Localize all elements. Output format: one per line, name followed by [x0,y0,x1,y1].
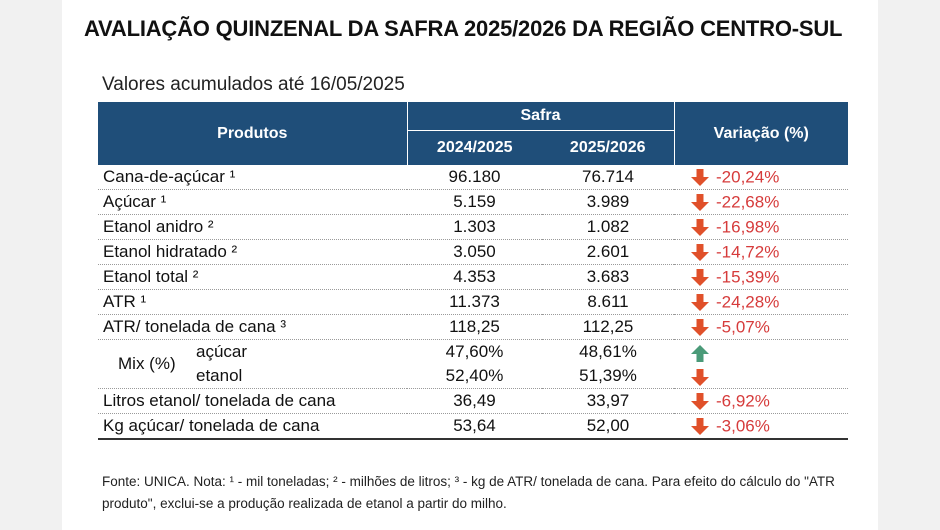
header-year-2: 2025/2026 [542,130,675,165]
table-row: Cana-de-açúcar ¹ 96.180 76.714 -20,24% [98,165,848,190]
variation-cell: -15,39% [674,264,848,290]
arrow-down-icon [690,392,710,411]
variation-cell: -3,06% [674,413,848,440]
variation-cell: -5,07% [674,314,848,340]
table-row: ATR ¹ 11.373 8.611 -24,28% [98,289,848,315]
arrow-down-icon [690,168,710,187]
value-2024-2025: 118,25 [407,314,542,340]
header-produtos: Produtos [98,102,407,165]
variation-value: -15,39% [716,267,780,287]
value-2025-2026: 52,00 [542,413,674,440]
table-row: Etanol hidratado ² 3.050 2.601 -14,72% [98,239,848,265]
value-2025-2026: 51,39% [542,364,674,389]
footnote: Fonte: UNICA. Nota: ¹ - mil toneladas; ²… [102,474,835,511]
variation-cell: -20,24% [674,165,848,190]
variation-value: -22,68% [716,192,780,212]
value-2024-2025: 3.050 [407,239,542,265]
table-row: Açúcar ¹ 5.159 3.989 -22,68% [98,189,848,215]
variation-cell [674,364,848,389]
variation-value: -20,24% [716,167,780,187]
value-2025-2026: 2.601 [542,239,674,265]
value-2025-2026: 33,97 [542,388,674,414]
table-row: Kg açúcar/ tonelada de cana 53,64 52,00 -3,… [98,413,848,440]
header-year-1: 2024/2025 [406,130,542,165]
product-label: Kg açúcar/ tonelada de cana [98,413,407,440]
product-label: Litros etanol/ tonelada de cana [98,388,407,414]
value-2024-2025: 4.353 [407,264,542,290]
arrow-down-icon [690,243,710,262]
value-2025-2026: 1.082 [542,214,674,240]
mix-item-label: etanol [196,366,243,385]
table-body: Cana-de-açúcar ¹ 96.180 76.714 -20,24% Açúca… [98,165,848,440]
value-2024-2025: 11.373 [407,289,542,315]
arrow-up-icon [690,344,710,362]
table-row: Litros etanol/ tonelada de cana 36,49 33,9… [98,388,848,414]
variation-cell: -16,98% [674,214,848,240]
variation-cell: -6,92% [674,388,848,414]
arrow-down-icon [690,318,710,337]
value-2025-2026: 112,25 [542,314,674,340]
value-2024-2025: 52,40% [407,364,542,389]
table-row: Etanol total ² 4.353 3.683 -15,39% [98,264,848,290]
table-row-mix: 52,40% 51,39% [98,364,848,389]
product-label: Açúcar ¹ [98,189,407,215]
product-label: Cana-de-açúcar ¹ [98,165,407,190]
table-row: ATR/ tonelada de cana ³ 118,25 112,25 -5,07… [98,314,848,340]
variation-value: -5,07% [716,317,770,337]
variation-value: -3,06% [716,416,770,436]
arrow-down-icon [690,368,710,386]
variation-cell: -24,28% [674,289,848,315]
table-row-mix: Mix (%) açúcar etanol 47,60% 48,61% [98,339,848,389]
harvest-table: Produtos Safra Variação (%) 2024/2025 20… [98,102,848,440]
value-2025-2026: 48,61% [579,342,637,361]
variation-value: -16,98% [716,217,780,237]
arrow-down-icon [690,193,710,212]
value-2024-2025: 36,49 [407,388,542,414]
variation-cell: -22,68% [674,189,848,215]
variation-value: -24,28% [716,292,780,312]
product-label: Etanol anidro ² [98,214,407,240]
product-label: ATR/ tonelada de cana ³ [98,314,407,340]
header-variacao: Variação (%) [674,102,848,165]
page-title: AVALIAÇÃO QUINZENAL DA SAFRA 2025/2026 D… [84,16,843,41]
variation-cell: -14,72% [674,239,848,265]
mix-item-label: açúcar [196,342,248,361]
variation-value: -14,72% [716,242,780,262]
value-2025-2026: 76.714 [542,165,674,190]
arrow-down-icon [690,268,710,287]
value-2024-2025: 96.180 [407,165,542,190]
value-2024-2025: 53,64 [407,413,542,440]
arrow-down-icon [690,417,710,436]
document-page: AVALIAÇÃO QUINZENAL DA SAFRA 2025/2026 D… [62,0,878,530]
product-label: ATR ¹ [98,289,407,315]
page-subtitle: Valores acumulados até 16/05/2025 [102,74,405,95]
mix-label-cell: Mix (%) açúcar etanol [98,339,407,389]
arrow-down-icon [690,218,710,237]
arrow-down-icon [690,293,710,312]
value-2024-2025: 47,60% [445,342,504,361]
value-2025-2026: 3.989 [542,189,674,215]
value-2024-2025: 5.159 [407,189,542,215]
mix-label: Mix (%) [118,354,176,373]
value-2024-2025: 1.303 [407,214,542,240]
value-2025-2026: 8.611 [542,289,674,315]
table-row: Etanol anidro ² 1.303 1.082 -16,98% [98,214,848,240]
variation-value: -6,92% [716,391,770,411]
value-2025-2026: 3.683 [542,264,674,290]
product-label: Etanol total ² [98,264,407,290]
product-label: Etanol hidratado ² [98,239,407,265]
header-safra: Safra [406,102,675,131]
variation-cell [674,340,848,365]
